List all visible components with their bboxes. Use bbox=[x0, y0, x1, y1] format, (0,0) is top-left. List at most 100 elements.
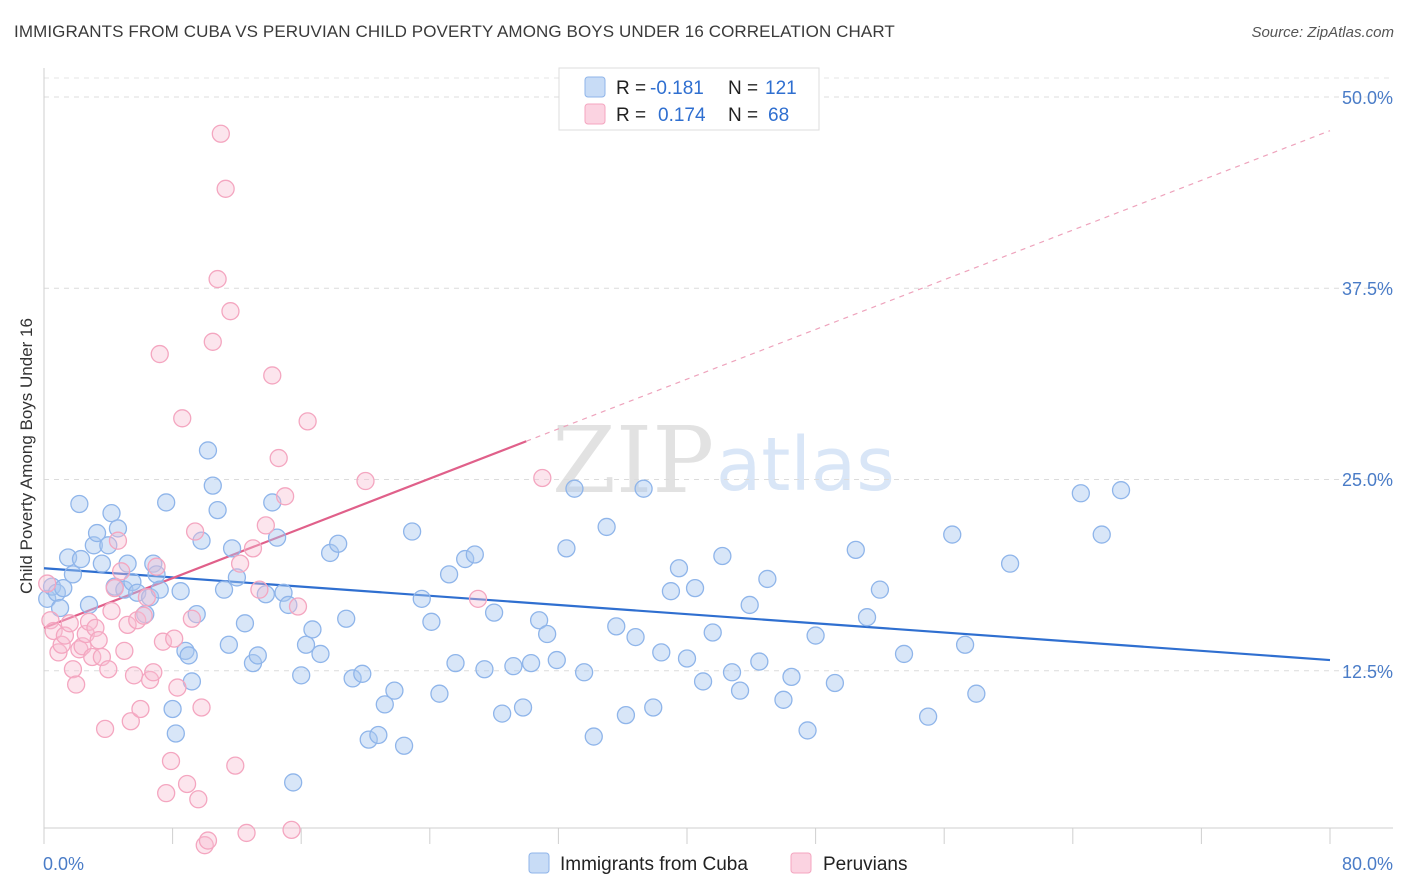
bottom-legend-swatch-peru bbox=[790, 852, 812, 874]
bottom-legend-swatch-cuba bbox=[528, 852, 550, 874]
point-peru-41 bbox=[177, 774, 197, 794]
point-cuba-104 bbox=[758, 569, 777, 589]
point-cuba-39 bbox=[219, 635, 239, 654]
bottom-legend-label-cuba: Immigrants from Cuba bbox=[560, 854, 748, 875]
point-cuba-114 bbox=[918, 707, 938, 726]
point-cuba-75 bbox=[492, 704, 512, 723]
point-peru-32 bbox=[144, 663, 163, 682]
point-peru-21 bbox=[108, 531, 128, 550]
point-cuba-120 bbox=[1092, 525, 1111, 544]
point-cuba-44 bbox=[248, 646, 267, 665]
point-cuba-50 bbox=[284, 773, 303, 792]
point-cuba-106 bbox=[782, 667, 801, 687]
point-peru-48 bbox=[203, 332, 222, 351]
point-peru-18 bbox=[99, 660, 118, 679]
point-cuba-35 bbox=[198, 441, 218, 460]
point-peru-43 bbox=[185, 522, 205, 541]
point-cuba-101 bbox=[730, 681, 750, 700]
point-peru-39 bbox=[168, 678, 187, 697]
point-cuba-81 bbox=[547, 650, 566, 670]
point-peru-65 bbox=[356, 471, 375, 491]
y-axis-title: Child Poverty Among Boys Under 16 bbox=[17, 318, 36, 594]
point-peru-45 bbox=[192, 698, 211, 717]
trend-line-cuba bbox=[43, 567, 1331, 662]
point-peru-29 bbox=[134, 606, 153, 625]
point-cuba-36 bbox=[203, 476, 222, 495]
point-peru-67 bbox=[533, 468, 552, 488]
x-tick-label-max: 80.0% bbox=[1342, 854, 1393, 874]
point-peru-7 bbox=[63, 660, 83, 679]
y-tick-label-25: 25.0% bbox=[1342, 470, 1393, 490]
point-cuba-86 bbox=[597, 517, 616, 537]
point-cuba-8 bbox=[71, 549, 91, 569]
point-cuba-96 bbox=[685, 578, 705, 598]
point-cuba-14 bbox=[102, 504, 121, 523]
point-peru-55 bbox=[237, 823, 256, 843]
point-cuba-27 bbox=[163, 699, 182, 719]
point-cuba-94 bbox=[669, 559, 689, 578]
point-peru-0 bbox=[38, 574, 57, 593]
chart-title: IMMIGRANTS FROM CUBA VS PERUVIAN CHILD P… bbox=[14, 22, 895, 41]
legend-swatch-cuba bbox=[584, 76, 606, 98]
point-cuba-9 bbox=[79, 595, 99, 615]
point-cuba-64 bbox=[394, 736, 414, 755]
series-peru-points bbox=[38, 124, 552, 855]
point-cuba-38 bbox=[214, 580, 234, 599]
point-cuba-74 bbox=[484, 603, 504, 622]
legend-r-label-cuba: R = bbox=[616, 78, 646, 99]
point-cuba-42 bbox=[235, 614, 255, 633]
point-peru-19 bbox=[102, 601, 121, 621]
legend-n-value-peru: 68 bbox=[768, 105, 789, 126]
point-peru-58 bbox=[256, 516, 275, 535]
point-cuba-59 bbox=[353, 664, 372, 683]
point-cuba-108 bbox=[806, 626, 825, 645]
point-peru-13 bbox=[83, 647, 102, 667]
point-peru-56 bbox=[243, 539, 263, 558]
point-cuba-31 bbox=[179, 646, 198, 665]
point-peru-60 bbox=[269, 448, 288, 468]
legend: R = -0.181 N = 121 R = 0.174 N = 68 bbox=[558, 67, 820, 131]
point-cuba-110 bbox=[846, 540, 865, 560]
point-cuba-80 bbox=[537, 624, 557, 644]
point-peru-22 bbox=[112, 562, 131, 581]
y-tick-label-12-5: 12.5% bbox=[1342, 662, 1393, 682]
point-peru-23 bbox=[115, 641, 134, 661]
point-cuba-70 bbox=[446, 653, 465, 673]
point-cuba-26 bbox=[157, 493, 176, 512]
point-peru-53 bbox=[226, 756, 245, 775]
point-cuba-82 bbox=[557, 539, 576, 558]
trend-line-peru-extended bbox=[526, 130, 1331, 442]
point-peru-25 bbox=[121, 712, 140, 731]
x-tick-label-min: 0.0% bbox=[43, 854, 84, 874]
point-cuba-11 bbox=[87, 523, 107, 543]
point-cuba-79 bbox=[529, 611, 549, 630]
point-peru-8 bbox=[67, 675, 86, 694]
point-cuba-7 bbox=[70, 494, 89, 514]
point-cuba-61 bbox=[369, 725, 388, 745]
point-cuba-76 bbox=[504, 657, 523, 676]
point-cuba-19 bbox=[123, 572, 142, 592]
point-cuba-65 bbox=[402, 522, 422, 541]
point-peru-66 bbox=[468, 589, 488, 608]
point-cuba-51 bbox=[292, 666, 311, 685]
point-cuba-41 bbox=[227, 568, 247, 587]
point-peru-54 bbox=[230, 554, 250, 573]
point-cuba-62 bbox=[375, 695, 394, 714]
point-cuba-13 bbox=[99, 536, 118, 555]
legend-n-label-peru: N = bbox=[728, 105, 758, 126]
point-cuba-60 bbox=[359, 730, 378, 749]
y-tick-label-37-5: 37.5% bbox=[1342, 279, 1393, 299]
point-cuba-113 bbox=[894, 644, 914, 664]
y-tick-label-50: 50.0% bbox=[1342, 88, 1393, 108]
point-peru-34 bbox=[150, 344, 169, 364]
point-cuba-6 bbox=[63, 565, 83, 584]
point-cuba-112 bbox=[870, 580, 890, 599]
point-peru-62 bbox=[282, 820, 301, 840]
point-peru-61 bbox=[275, 487, 295, 506]
point-cuba-90 bbox=[634, 479, 653, 498]
point-peru-6 bbox=[60, 614, 79, 633]
point-peru-17 bbox=[95, 719, 115, 739]
point-cuba-53 bbox=[303, 620, 322, 639]
source-credit: Source: ZipAtlas.com bbox=[1251, 24, 1394, 41]
